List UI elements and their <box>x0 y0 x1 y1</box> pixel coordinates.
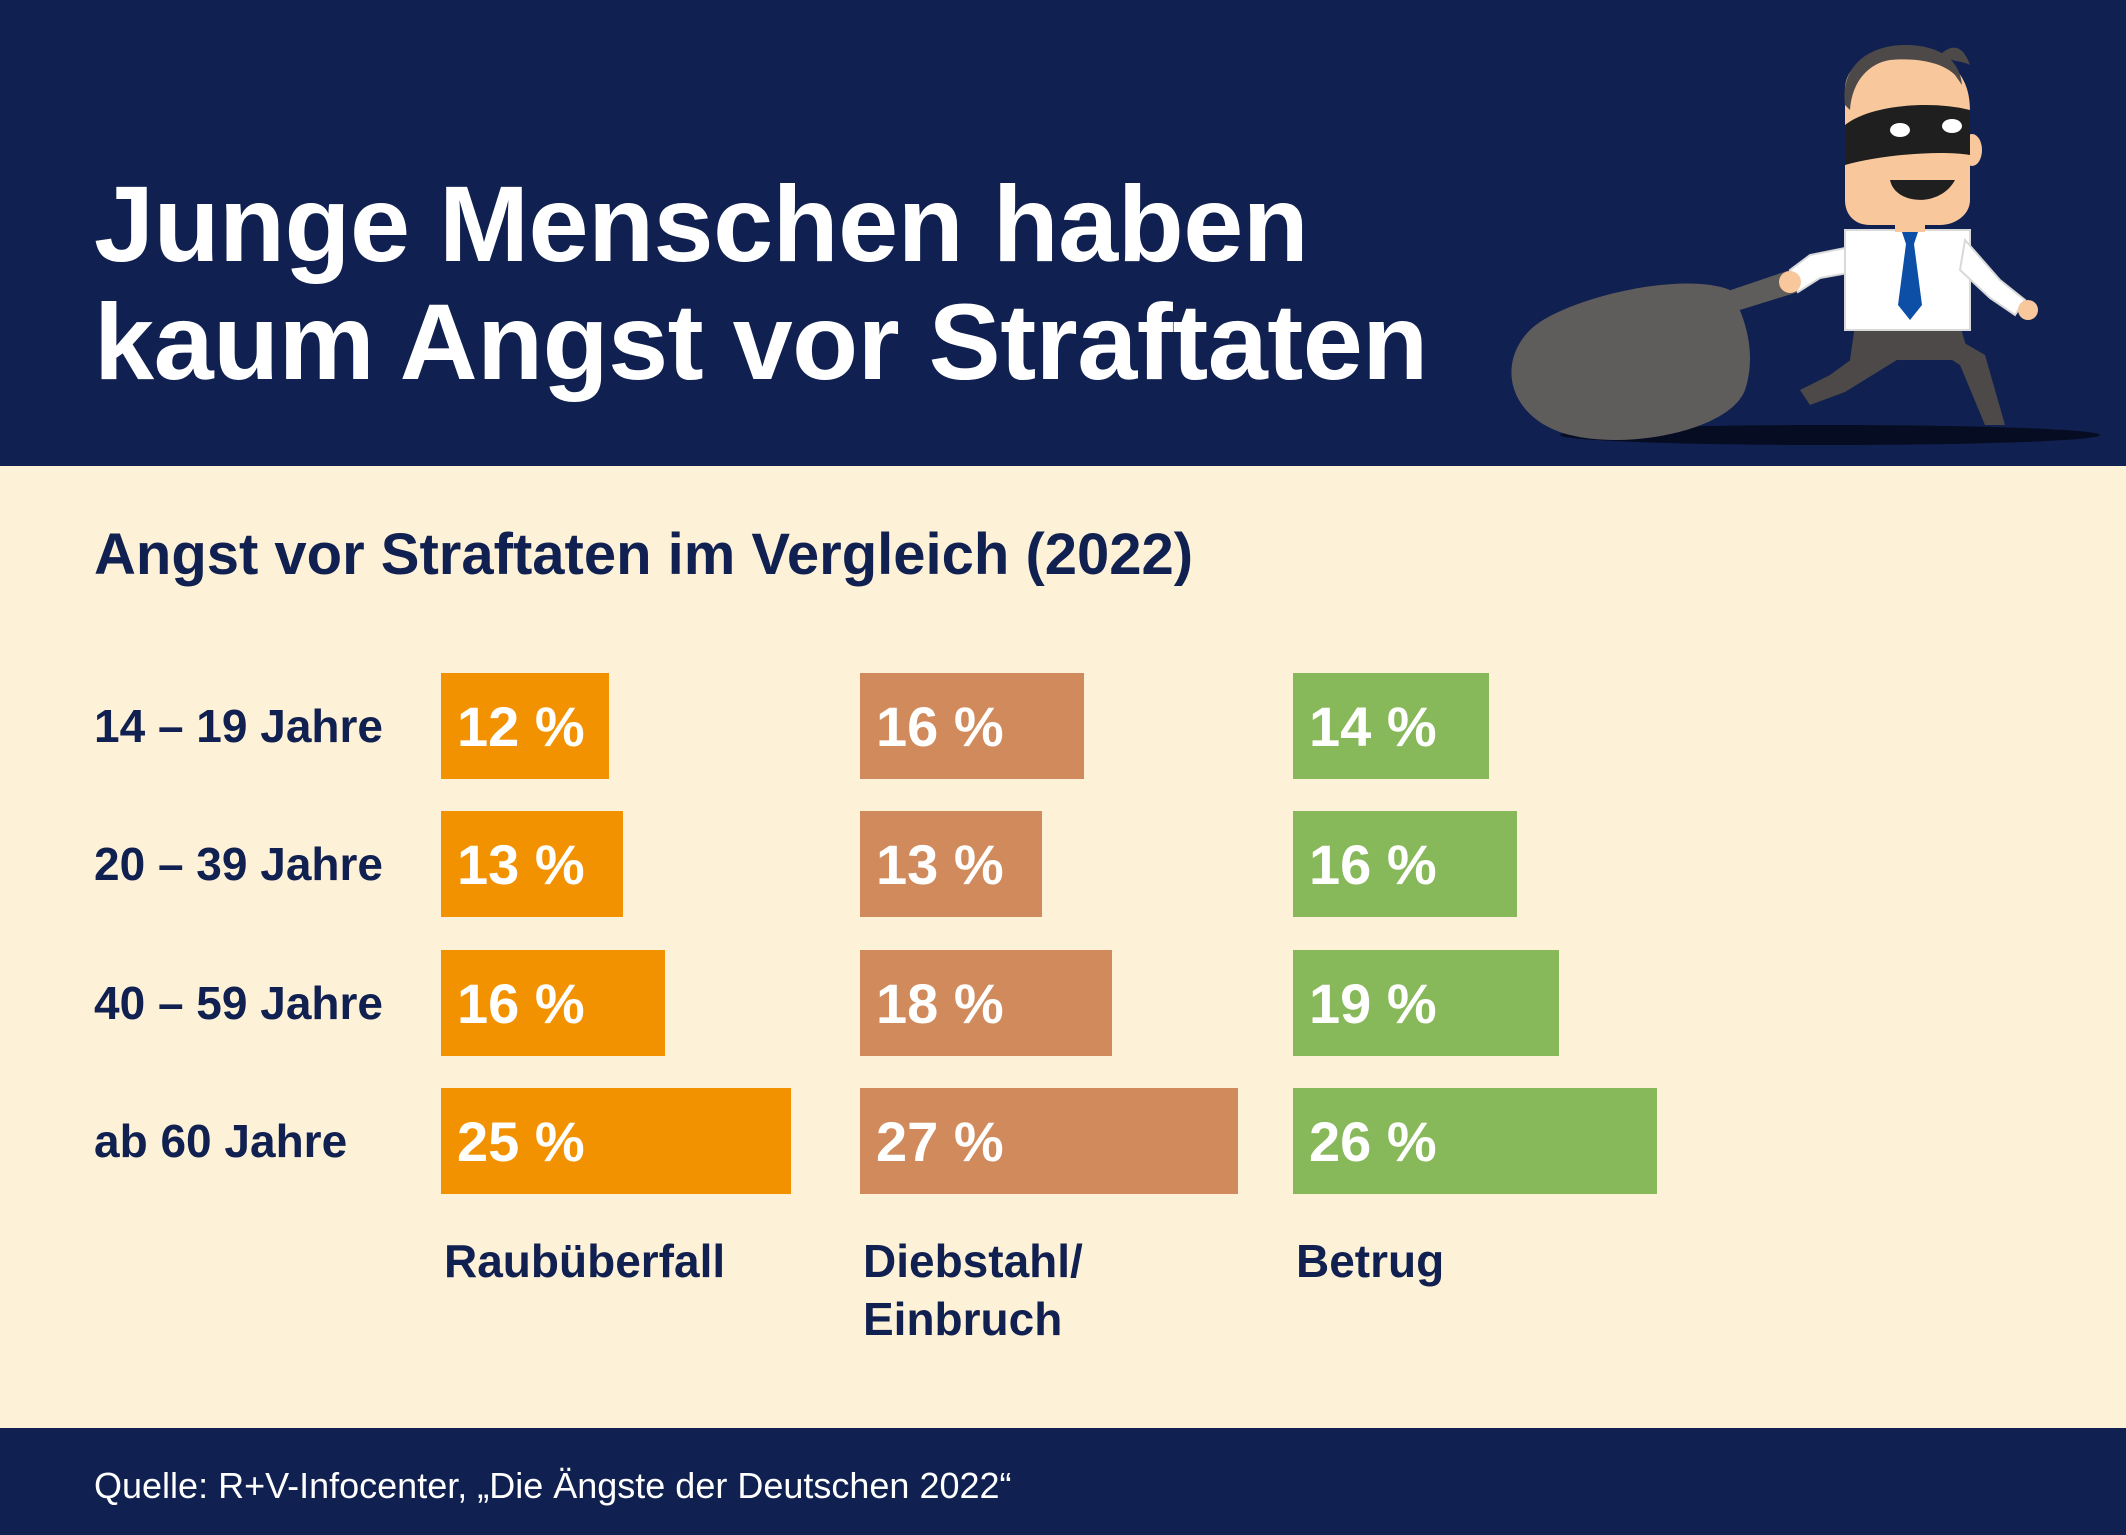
bar <box>860 950 1112 1056</box>
category-label: 14 – 19 Jahre <box>94 700 383 752</box>
bar-value-label: 13 % <box>876 833 1004 896</box>
masked-thief-with-sack-icon <box>1511 45 2100 445</box>
category-label: ab 60 Jahre <box>94 1115 347 1167</box>
series-label: Diebstahl/ <box>863 1235 1083 1287</box>
bar-value-label: 14 % <box>1309 695 1437 758</box>
bar <box>441 950 665 1056</box>
page-title-line-1: Junge Menschen haben <box>94 163 1309 284</box>
bar-value-label: 12 % <box>457 695 585 758</box>
category-label: 20 – 39 Jahre <box>94 838 383 890</box>
bar <box>441 673 609 779</box>
bar-value-label: 18 % <box>876 972 1004 1035</box>
series-label: Raubüberfall <box>444 1235 725 1287</box>
series-label: Betrug <box>1296 1235 1444 1287</box>
bar-value-label: 16 % <box>457 972 585 1035</box>
category-label: 40 – 59 Jahre <box>94 977 383 1029</box>
bar <box>1293 811 1517 917</box>
bar-value-label: 16 % <box>876 695 1004 758</box>
page-title: Junge Menschen haben kaum Angst vor Stra… <box>94 165 1428 401</box>
bar-value-label: 13 % <box>457 833 585 896</box>
bar-value-label: 27 % <box>876 1110 1004 1173</box>
bar <box>860 673 1084 779</box>
bar-value-label: 26 % <box>1309 1110 1437 1173</box>
bar <box>441 1088 791 1194</box>
bar-value-label: 16 % <box>1309 833 1437 896</box>
bar <box>1293 950 1559 1056</box>
chart-title: Angst vor Straftaten im Vergleich (2022) <box>94 522 1194 587</box>
series-label: Einbruch <box>863 1293 1062 1345</box>
bar <box>1293 1088 1657 1194</box>
page-title-line-2: kaum Angst vor Straftaten <box>94 281 1428 402</box>
bar-value-label: 19 % <box>1309 972 1437 1035</box>
source-note: Quelle: R+V-Infocenter, „Die Ängste der … <box>94 1465 1012 1506</box>
bar <box>441 811 623 917</box>
header-banner: Junge Menschen haben kaum Angst vor Stra… <box>0 0 2126 466</box>
bar <box>860 811 1042 917</box>
bar <box>860 1088 1238 1194</box>
footer-bar: Quelle: R+V-Infocenter, „Die Ängste der … <box>0 1428 2126 1535</box>
bar <box>1293 673 1489 779</box>
bar-value-label: 25 % <box>457 1110 585 1173</box>
